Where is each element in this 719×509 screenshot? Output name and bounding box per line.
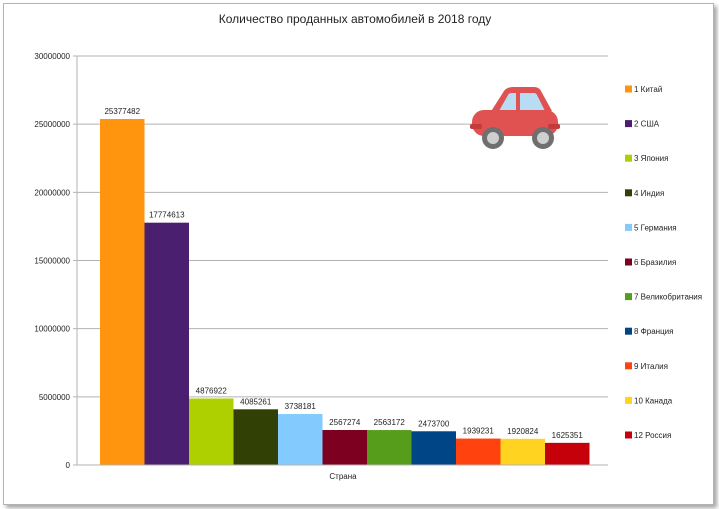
legend-entry: 1 Китай	[634, 85, 662, 94]
legend-swatch	[625, 223, 632, 231]
legend-entry: 9 Италия	[634, 362, 668, 371]
legend-entry: 6 Бразилия	[634, 258, 676, 267]
legend-swatch	[625, 327, 632, 335]
data-label: 1920824	[507, 427, 539, 436]
bar	[545, 442, 590, 465]
bar	[456, 438, 501, 465]
legend-entry: 8 Франция	[634, 327, 673, 336]
legend-swatch	[625, 154, 632, 162]
car-hub-back	[487, 132, 499, 144]
y-tick-label: 15000000	[34, 257, 70, 266]
legend-swatch	[625, 396, 632, 404]
y-tick-label: 25000000	[34, 120, 70, 129]
bar	[189, 398, 234, 465]
data-label: 3738181	[285, 402, 317, 411]
y-tick-label: 10000000	[34, 325, 70, 334]
legend-swatch	[625, 362, 632, 370]
data-label: 2473700	[418, 419, 450, 428]
legend-swatch	[625, 431, 632, 439]
car-bumper-back	[470, 124, 482, 129]
chart-title: Количество проданных автомобилей в 2018 …	[219, 12, 492, 26]
car-hub-front	[537, 132, 549, 144]
data-label: 4085261	[240, 397, 272, 406]
car-window-back	[499, 93, 516, 111]
legend-swatch	[625, 258, 632, 266]
bar	[411, 431, 456, 465]
data-label: 1939231	[463, 427, 495, 436]
bar	[233, 409, 278, 465]
legend-entry: 2 США	[634, 120, 660, 129]
legend: 1 Китай 2 США 3 Япония 4 Индия 5 Германия 6 Б…	[625, 85, 702, 440]
bar	[500, 438, 545, 465]
legend-swatch	[625, 120, 632, 128]
legend-swatch	[625, 85, 632, 93]
y-tick-label: 20000000	[34, 188, 70, 197]
legend-swatch	[625, 293, 632, 301]
car-bumper-front	[548, 124, 560, 129]
data-labels: 25377482 17774613 4876922 4085261 3738181 256…	[104, 107, 583, 440]
car-icon	[470, 87, 560, 149]
data-label: 1625351	[552, 431, 584, 440]
bar	[367, 430, 412, 465]
legend-entry: 4 Индия	[634, 189, 664, 198]
bar	[278, 414, 323, 465]
y-tick-label: 0	[66, 461, 71, 470]
legend-entry: 10 Канада	[634, 396, 673, 405]
data-label: 25377482	[104, 107, 140, 116]
legend-entry: 5 Германия	[634, 223, 677, 232]
y-tick-label: 5000000	[39, 393, 71, 402]
data-label: 17774613	[149, 211, 185, 220]
y-tick-label: 30000000	[34, 52, 70, 61]
car-window-front	[520, 93, 545, 111]
data-label: 4876922	[196, 387, 228, 396]
y-axis-ticks: 0 5000000 10000000 15000000 20000000 25000000…	[34, 52, 77, 470]
data-label: 2567274	[329, 418, 361, 427]
legend-entry: 7 Великобритания	[634, 293, 702, 302]
bar	[322, 429, 367, 465]
bars	[100, 119, 590, 466]
legend-swatch	[625, 189, 632, 197]
legend-entry: 3 Япония	[634, 154, 668, 163]
x-axis-label: Страна	[329, 472, 357, 481]
bar	[100, 119, 145, 466]
data-label: 2563172	[374, 418, 406, 427]
bar	[144, 222, 189, 465]
legend-entry: 12 Россия	[634, 431, 671, 440]
